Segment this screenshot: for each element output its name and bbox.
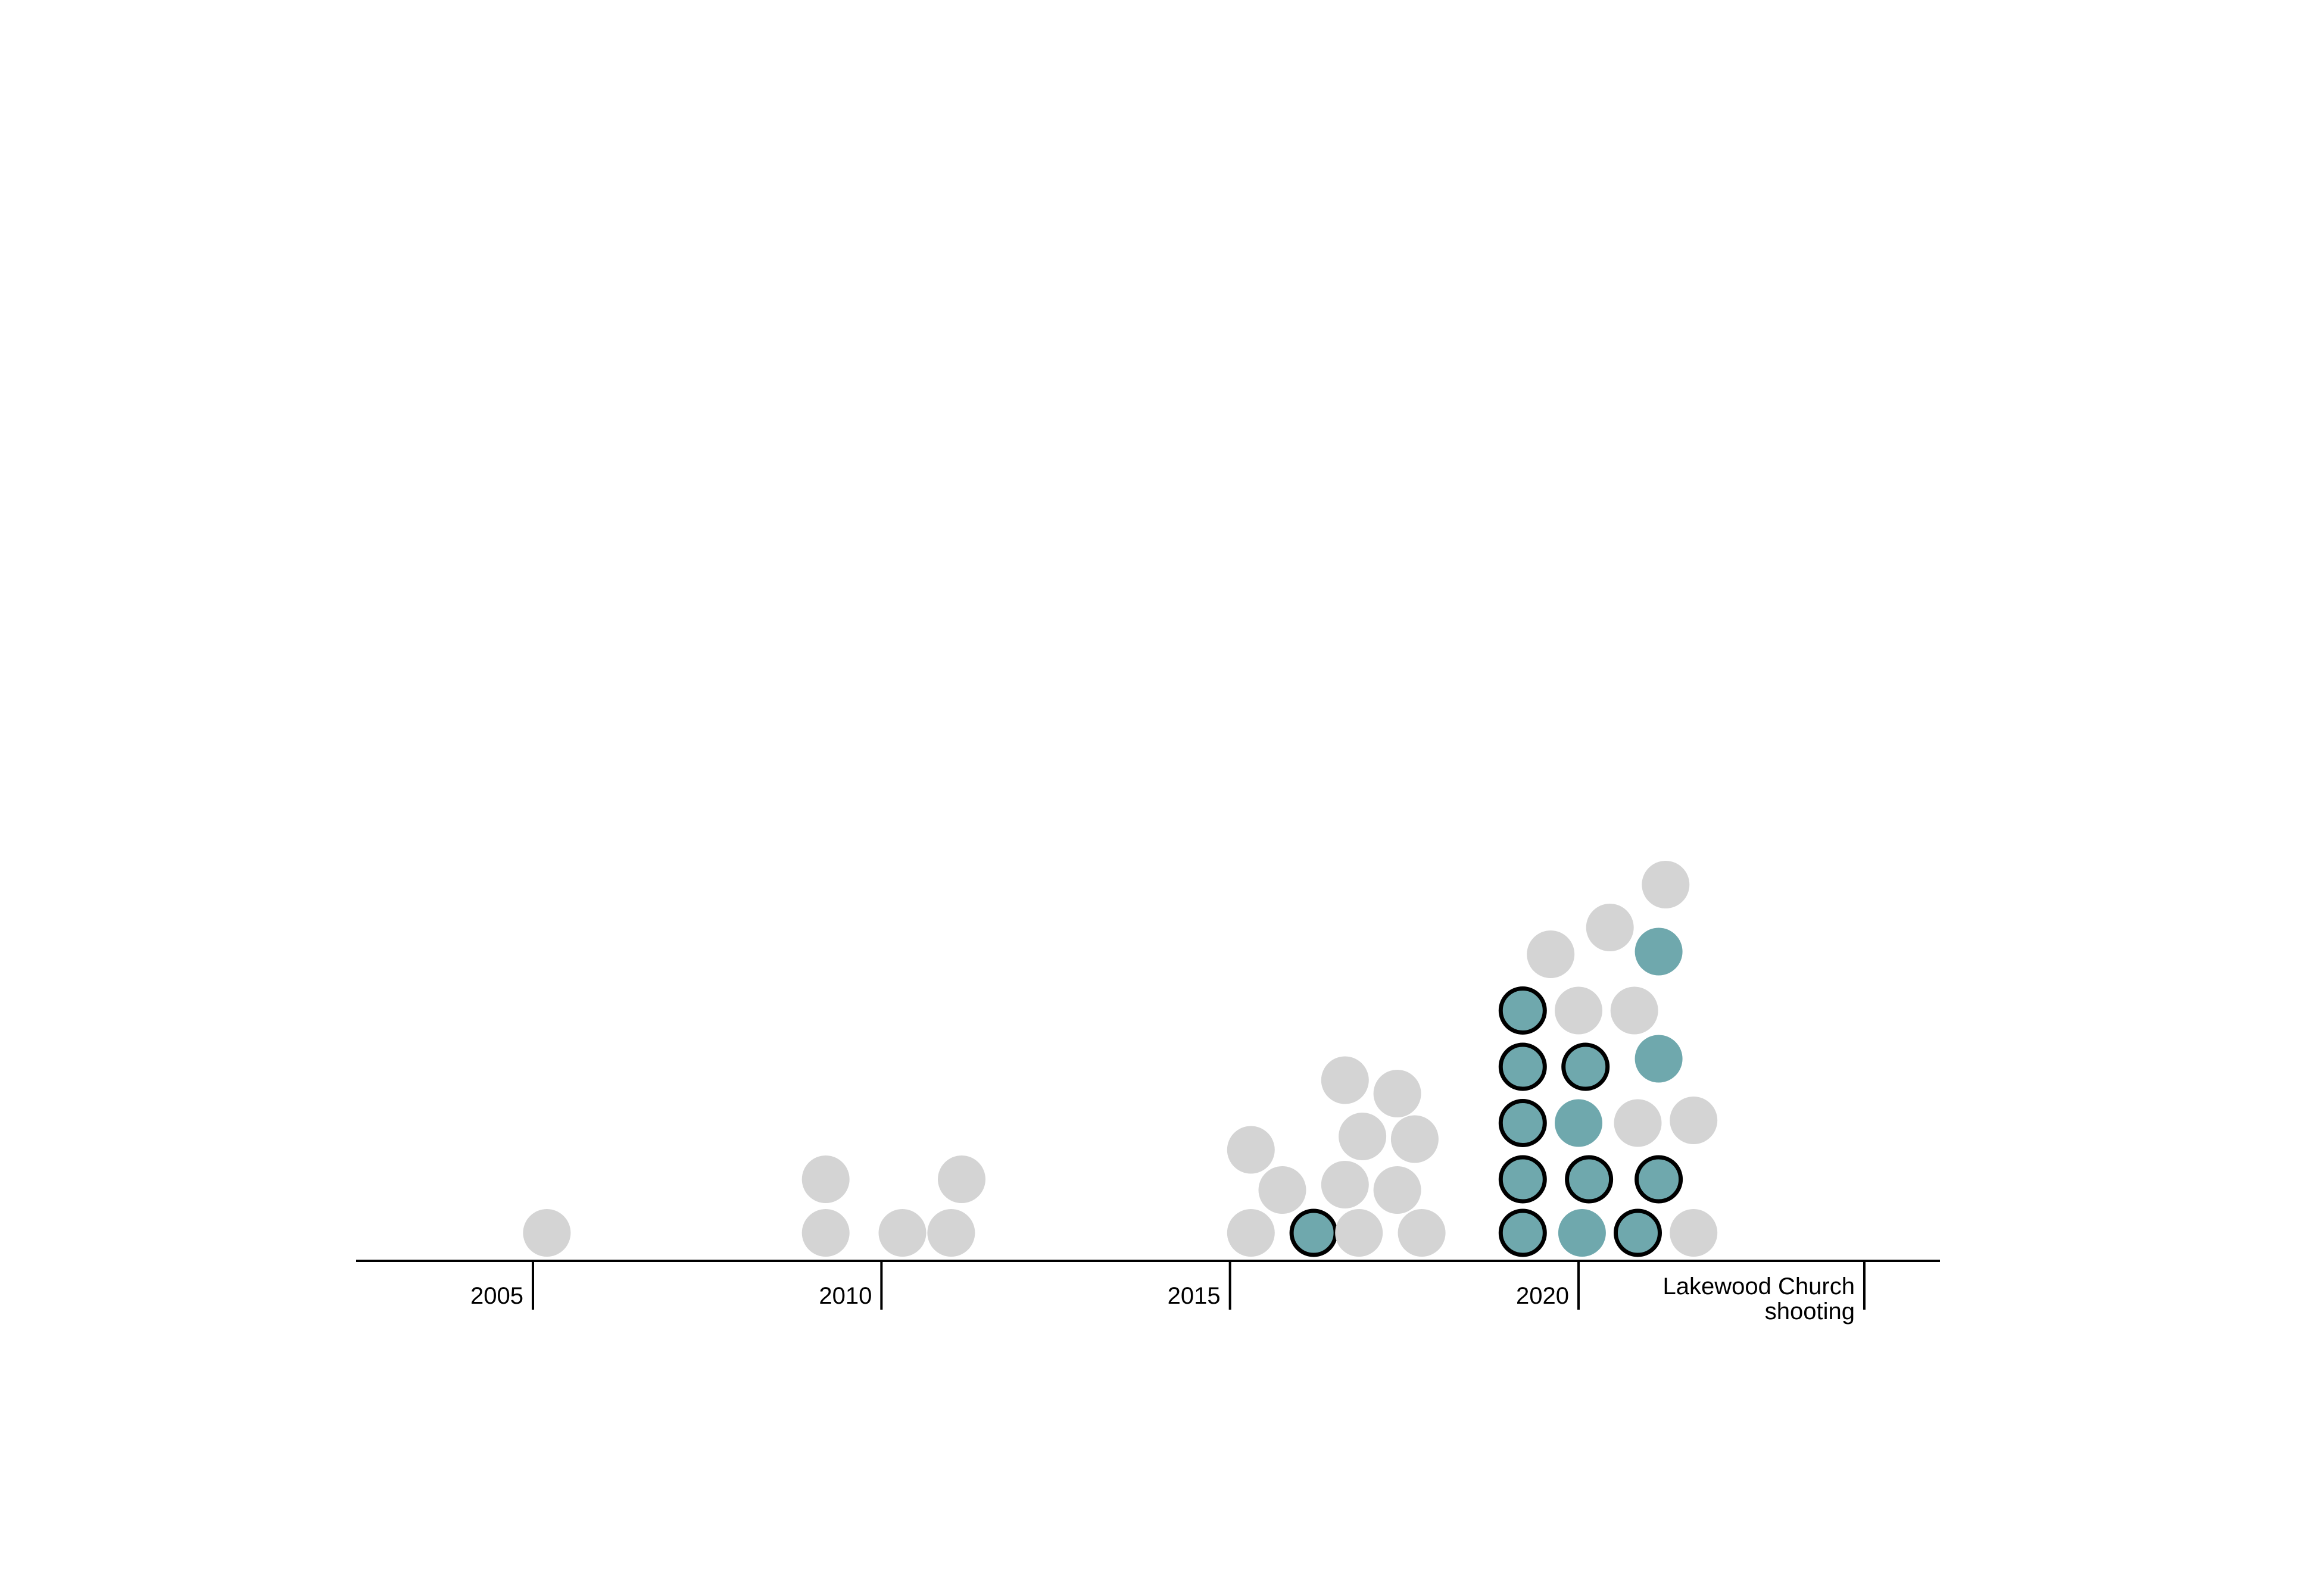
dot-default: [1390, 1115, 1439, 1163]
dots-layer: [523, 861, 1718, 1257]
dot-default: [1321, 1056, 1369, 1104]
tick-label-2005: 2005: [470, 1283, 523, 1309]
dot-highlight: [1635, 1035, 1683, 1083]
dot-default: [523, 1209, 571, 1257]
event-annotation: Lakewood Church shooting: [1663, 1261, 1866, 1325]
dot-default: [1642, 861, 1690, 908]
dot-default: [1373, 1070, 1421, 1117]
dot-default: [1586, 904, 1634, 951]
dot-highlight-outlined: [1614, 1208, 1662, 1257]
annotation-label-line-1: Lakewood Church: [1663, 1273, 1855, 1300]
tick-label-2015: 2015: [1168, 1283, 1221, 1309]
dot-default: [1321, 1161, 1369, 1208]
tick-label-2020: 2020: [1516, 1283, 1569, 1309]
dot-default: [938, 1155, 985, 1203]
dot-default: [801, 1155, 850, 1203]
annotation-label-line-2: shooting: [1765, 1298, 1855, 1325]
dot-highlight-outlined: [1498, 1099, 1547, 1147]
dot-highlight-outlined: [1498, 1042, 1547, 1091]
dot-default: [1610, 986, 1658, 1035]
dot-default: [801, 1209, 850, 1257]
dot-default: [1227, 1126, 1275, 1174]
dot-highlight-outlined: [1561, 1042, 1610, 1091]
dot-highlight: [1558, 1209, 1606, 1257]
dot-highlight: [1635, 927, 1683, 976]
dot-default: [1227, 1209, 1275, 1257]
dot-default: [1335, 1209, 1383, 1257]
dot-default: [1398, 1209, 1446, 1257]
dot-default: [1555, 986, 1602, 1035]
tick-label-2010: 2010: [819, 1283, 872, 1309]
dot-default: [1670, 1097, 1718, 1144]
dot-default: [927, 1209, 975, 1257]
dot-default: [1670, 1209, 1718, 1257]
dot-highlight: [1555, 1099, 1602, 1147]
dot-default: [1373, 1166, 1421, 1214]
dot-highlight-outlined: [1498, 986, 1547, 1035]
dot-highlight-outlined: [1289, 1208, 1338, 1257]
dot-default: [1339, 1113, 1387, 1160]
dot-default: [1527, 930, 1575, 978]
dot-default: [878, 1209, 927, 1257]
dot-default: [1614, 1099, 1662, 1147]
dot-highlight-outlined: [1498, 1155, 1547, 1204]
dot-highlight-outlined: [1635, 1155, 1683, 1204]
x-axis-ticks: 2005 2010 2015 2020: [470, 1261, 1580, 1310]
dot-default: [1258, 1166, 1306, 1214]
dot-highlight-outlined: [1565, 1155, 1614, 1204]
dot-highlight-outlined: [1498, 1208, 1547, 1257]
